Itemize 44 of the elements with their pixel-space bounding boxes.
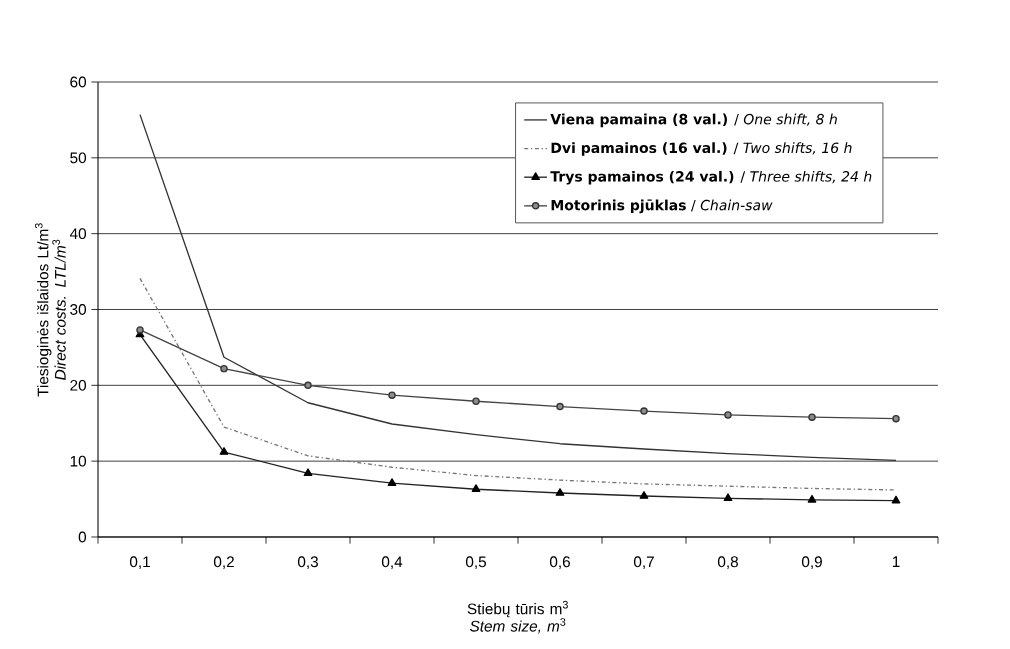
point (891, 495, 901, 504)
text: Tiesioginės išlaidos Lt/m$^{3}$ Direct costs. LTL/m$^{3}$ (34, 223, 66, 397)
point (136, 326, 144, 334)
x-tick-label: 0,5 (465, 556, 487, 570)
point (472, 397, 480, 405)
point (304, 381, 312, 390)
point (807, 494, 817, 503)
point (219, 447, 229, 455)
y-tick-label: 50 (70, 152, 87, 164)
y-tick-label: 20 (70, 379, 87, 391)
point (556, 402, 564, 411)
point (388, 391, 396, 399)
y-tick-label: 40 (69, 228, 87, 240)
point (723, 493, 733, 502)
x-tick-label: 0,7 (633, 556, 654, 570)
legend-label: Dvi pamainos (16 val.) / Two shifts, 16 h (551, 142, 852, 156)
x-axis-title: Stiebų tūris m$^{3}$ Stem size, m$^{3}$ (467, 600, 568, 634)
x-tick-label: 1 (892, 556, 900, 567)
point (387, 478, 397, 486)
x-tick-label: 0,4 (381, 556, 403, 570)
point (471, 484, 481, 493)
point (892, 414, 900, 423)
legend-label: Motorinis pjūklas / Chain-saw (551, 199, 773, 214)
x-tick-label: 0,1 (129, 556, 150, 570)
line-series (139, 277, 897, 491)
point (808, 413, 816, 421)
y-tick-label: 0 (78, 531, 87, 543)
point (640, 407, 648, 415)
point (724, 411, 732, 419)
x-tick-label: 0,6 (549, 556, 570, 570)
x-tick-label: 0,8 (717, 556, 738, 570)
point (555, 488, 565, 496)
point (220, 364, 228, 373)
x-tick-label: 0,3 (297, 556, 318, 570)
point (639, 491, 649, 499)
point (303, 468, 313, 477)
x-tick-label: 0,9 (801, 556, 822, 570)
y-tick-label: 60 (70, 76, 87, 88)
line-series (139, 113, 897, 462)
y-tick-label: 10 (70, 455, 87, 467)
legend-label: Trys pamainos (24 val.) / Three shifts, 24 h (550, 170, 872, 185)
legend-label: Viena pamaina (8 val.) / One shift, 8 h (550, 113, 837, 128)
y-tick-label: 30 (70, 304, 87, 315)
x-tick-label: 0,2 (213, 556, 234, 570)
